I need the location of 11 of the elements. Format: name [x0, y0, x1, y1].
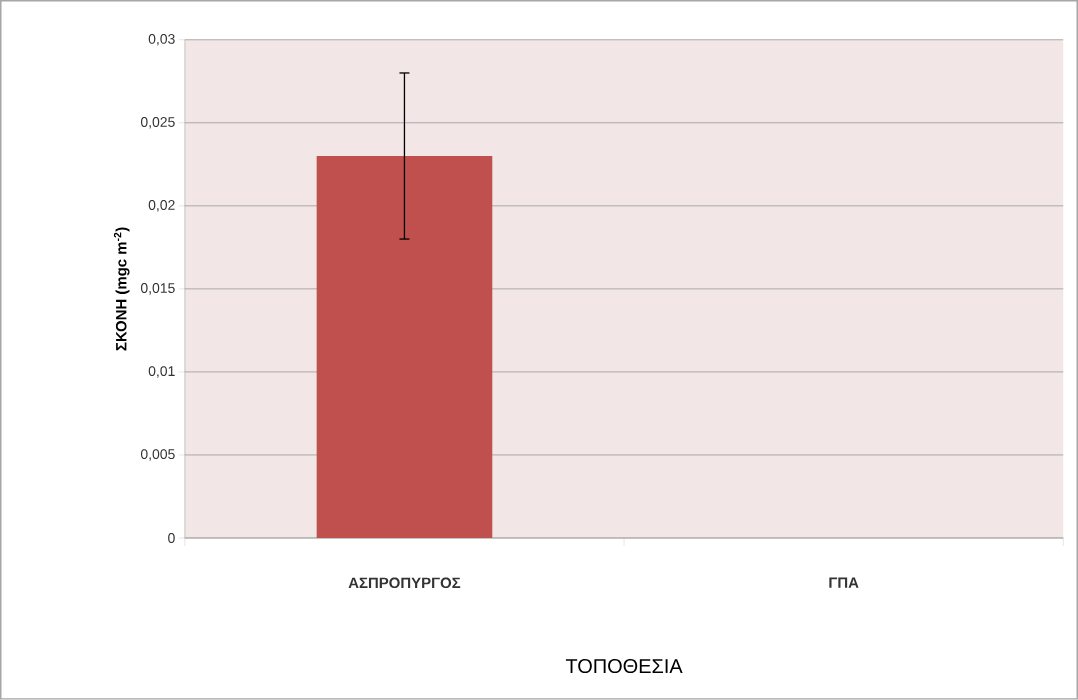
x-axis-title: ΤΟΠΟΘΕΣΙΑ — [565, 659, 683, 674]
y-tick-label: 0,025 — [140, 117, 175, 129]
y-tick-label: 0,005 — [140, 449, 175, 461]
y-tick-label: 0 — [168, 533, 175, 544]
y-tick-label: 0,02 — [148, 200, 175, 212]
x-tick-label: ΓΠΑ — [829, 577, 859, 588]
y-tick-label: 0,03 — [148, 34, 175, 46]
y-tick-label: 0,015 — [140, 283, 175, 295]
x-tick-label: ΑΣΠΡΟΠΥΡΓΟΣ — [348, 577, 461, 589]
y-tick-label: 0,01 — [148, 366, 175, 378]
y-axis-title: ΣΚΟΝΗ (mgc m$^{-2}$) — [113, 227, 130, 351]
